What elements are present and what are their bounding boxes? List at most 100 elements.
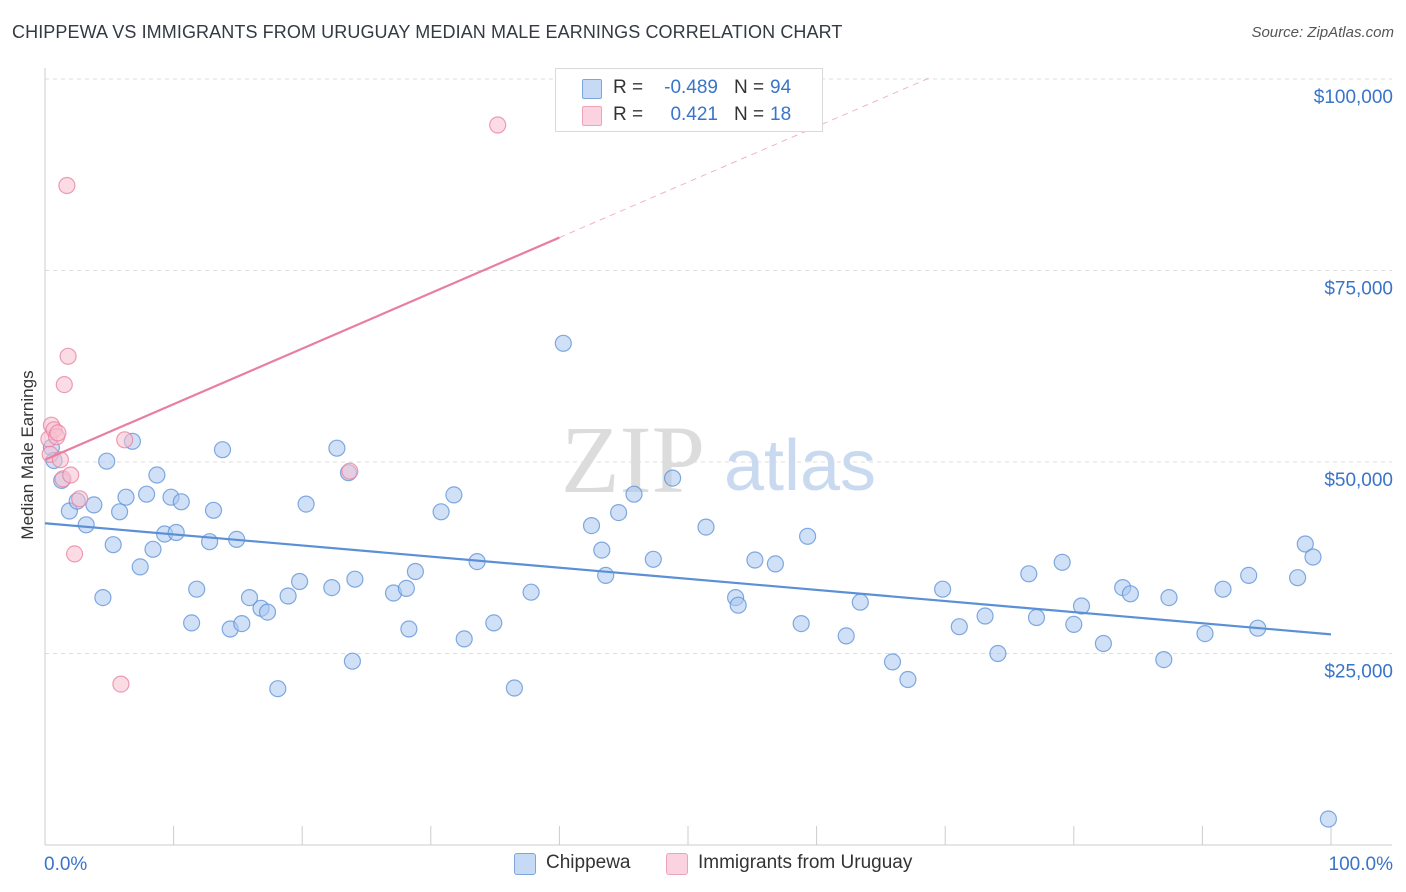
chippewa-point <box>1020 565 1038 583</box>
chippewa-point <box>1072 597 1091 615</box>
chippewa-point <box>1160 588 1178 607</box>
chippewa-point <box>792 614 810 633</box>
chippewa-point <box>77 516 95 534</box>
chippewa-point <box>1304 548 1322 566</box>
chippewa-point <box>582 516 601 535</box>
chippewa-point <box>167 523 185 542</box>
chippewa-point <box>1027 608 1046 627</box>
n-label: N = <box>734 77 765 98</box>
uruguay-trend-extension <box>559 76 933 239</box>
chippewa-point <box>240 588 259 607</box>
r-value: -0.489 <box>664 77 718 98</box>
chippewa-point <box>1094 634 1113 653</box>
chippewa-trend-line <box>44 522 1332 636</box>
r-label: R = <box>613 104 644 125</box>
chippewa-point <box>138 485 156 503</box>
chippewa-point <box>609 503 628 522</box>
chart-title: CHIPPEWA VS IMMIGRANTS FROM URUGUAY MEDI… <box>12 22 843 42</box>
chippewa-point <box>989 644 1007 663</box>
chippewa-point <box>950 618 968 636</box>
legend-label: Chippewa <box>546 852 631 873</box>
chippewa-point <box>343 652 361 670</box>
chippewa-point <box>117 488 135 506</box>
chippewa-point <box>269 680 287 698</box>
chippewa-point <box>697 518 715 536</box>
x-tick-label: 0.0% <box>44 854 87 875</box>
axes <box>44 68 1392 846</box>
y-tick-label: $75,000 <box>1324 279 1393 300</box>
chippewa-point <box>766 555 785 573</box>
chippewa-point <box>1053 553 1071 571</box>
chippewa-point <box>323 578 341 597</box>
chippewa-point <box>798 527 817 545</box>
uruguay-point <box>58 176 76 195</box>
chippewa-point <box>1288 569 1307 587</box>
chippewa-point <box>148 466 166 484</box>
chippewa-point <box>144 540 162 558</box>
chippewa-point <box>94 588 112 607</box>
chippewa-point <box>663 469 682 487</box>
chippewa-point <box>346 570 364 588</box>
chippewa-point <box>432 503 450 521</box>
source-credit: Source: ZipAtlas.com <box>1251 24 1394 41</box>
chippewa-point <box>485 614 503 632</box>
uruguay-point <box>489 116 507 134</box>
uruguay-point <box>49 424 67 442</box>
chippewa-legend-swatch <box>514 853 536 875</box>
chippewa-point <box>1296 535 1314 553</box>
chippewa-point <box>297 495 315 513</box>
uruguay-swatch <box>582 106 602 126</box>
chippewa-point <box>976 607 994 625</box>
chippewa-point <box>505 679 524 697</box>
y-tick-label: $25,000 <box>1324 662 1393 683</box>
chippewa-point <box>899 670 917 689</box>
chippewa-point <box>837 627 855 645</box>
uruguay-point <box>341 462 359 480</box>
chippewa-point <box>406 562 424 581</box>
chippewa-point <box>455 630 473 648</box>
chippewa-point <box>1065 615 1083 634</box>
chippewa-point <box>233 614 251 633</box>
stats-row-chippewa: R = -0.489 N = 94 <box>556 75 822 101</box>
r-value: 0.421 <box>670 104 718 125</box>
chippewa-point <box>183 614 201 632</box>
chippewa-point <box>554 334 572 352</box>
chippewa-point <box>522 583 540 601</box>
chippewa-point <box>1214 580 1232 598</box>
chippewa-point <box>593 541 611 559</box>
chippewa-point <box>98 452 116 470</box>
stats-row-uruguay: R = 0.421 N = 18 <box>556 102 822 128</box>
uruguay-point <box>112 675 130 693</box>
chippewa-point <box>851 593 869 611</box>
uruguay-point <box>55 376 73 394</box>
trend-lines <box>44 76 1332 636</box>
chippewa-point <box>1196 624 1214 643</box>
chippewa-point <box>1319 810 1338 828</box>
uruguay-trend-line <box>44 236 560 461</box>
chippewa-point <box>1121 585 1140 603</box>
chippewa-point <box>110 503 129 521</box>
chippewa-point <box>445 486 463 504</box>
chippewa-point <box>883 653 902 671</box>
chippewa-point <box>933 580 952 598</box>
uruguay-point <box>71 490 89 508</box>
chippewa-point <box>85 496 103 514</box>
chippewa-point <box>104 536 122 554</box>
watermark-atlas: atlas <box>724 426 876 506</box>
uruguay-legend-swatch <box>666 853 688 875</box>
chippewa-point <box>258 603 277 621</box>
y-tick-label: $100,000 <box>1314 87 1393 108</box>
r-label: R = <box>613 77 644 98</box>
uruguay-point <box>116 431 134 449</box>
chippewa-point <box>400 620 418 638</box>
stats-legend: R = -0.489 N = 94 R = 0.421 N = 18 <box>555 68 823 132</box>
n-value: 94 <box>770 77 792 98</box>
n-value: 18 <box>770 104 792 125</box>
y-tick-label: $50,000 <box>1324 470 1393 491</box>
tick-labels: $25,000 $50,000 $75,000 $100,000 0.0% 100.0% <box>44 87 1393 875</box>
chippewa-swatch <box>582 79 602 99</box>
chippewa-point <box>204 501 223 519</box>
chippewa-point <box>644 550 662 568</box>
chippewa-point <box>172 493 190 511</box>
